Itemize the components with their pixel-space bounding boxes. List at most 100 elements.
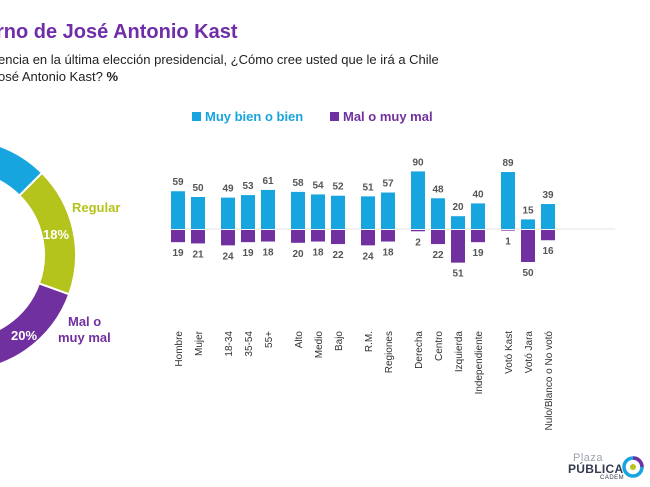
category-label-11: Centro [434, 331, 445, 361]
data-label-negative-15: 50 [522, 268, 534, 279]
data-label-positive-14: 89 [502, 158, 514, 169]
legend-label-1: Mal o muy mal [343, 109, 433, 124]
bar-positive-5 [291, 191, 305, 229]
data-label-positive-10: 90 [412, 157, 424, 168]
logo-publica-text: PÚBLICA [568, 462, 624, 476]
bar-positive-6 [311, 194, 325, 229]
chart-subtitle: encia en la última elección presidencial… [0, 51, 518, 85]
category-label-7: Bajo [334, 331, 345, 351]
subtitle-unit: % [106, 69, 118, 84]
category-label-15: Votó Jara [524, 331, 535, 374]
bar-negative-8 [361, 230, 375, 246]
category-label-16: Nulo/Blanco o No votó [544, 331, 555, 431]
donut-value-mal: 20% [11, 328, 37, 343]
bar-positive-7 [331, 195, 345, 229]
donut-label-regular: Regular [72, 200, 120, 215]
data-label-positive-7: 52 [332, 182, 344, 193]
category-label-9: Regiones [384, 331, 395, 373]
data-label-negative-13: 19 [472, 248, 484, 259]
bar-positive-12 [451, 216, 465, 229]
data-label-positive-16: 39 [542, 190, 554, 201]
data-label-positive-13: 40 [472, 189, 484, 200]
donut-label-mal-line2: muy mal [58, 330, 111, 345]
data-label-positive-15: 15 [522, 205, 534, 216]
legend-swatch-0 [192, 112, 201, 121]
category-label-2: 18-34 [224, 331, 235, 357]
bar-negative-1 [191, 230, 205, 244]
data-label-positive-12: 20 [452, 202, 464, 213]
category-label-3: 35-54 [244, 331, 255, 357]
data-label-positive-5: 58 [292, 178, 304, 189]
category-label-10: Derecha [414, 331, 425, 369]
data-label-negative-8: 24 [362, 251, 374, 262]
bar-negative-14 [501, 230, 515, 231]
bar-positive-4 [261, 189, 275, 229]
category-label-6: Medio [314, 331, 325, 359]
data-label-positive-4: 61 [262, 176, 274, 187]
logo-swirl-icon [622, 456, 644, 478]
data-label-negative-7: 22 [332, 250, 344, 261]
data-label-negative-12: 51 [452, 269, 464, 280]
bar-negative-5 [291, 230, 305, 243]
data-label-negative-6: 18 [312, 248, 324, 259]
category-label-12: Izquierda [454, 331, 465, 373]
bar-negative-15 [521, 230, 535, 262]
data-label-negative-14: 1 [505, 237, 511, 248]
bar-negative-4 [261, 230, 275, 242]
category-label-14: Votó Kast [504, 331, 515, 374]
category-label-1: Mujer [194, 330, 205, 356]
data-label-negative-1: 21 [192, 249, 204, 260]
data-label-positive-11: 48 [432, 184, 444, 195]
legend-swatch-1 [330, 112, 339, 121]
bar-positive-9 [381, 192, 395, 229]
data-label-positive-9: 57 [382, 179, 394, 190]
bar-negative-13 [471, 230, 485, 243]
data-label-negative-2: 24 [222, 251, 234, 262]
donut-value-regular: 18% [43, 227, 69, 242]
category-label-4: 55+ [264, 331, 275, 348]
bar-negative-16 [541, 230, 555, 241]
data-label-positive-1: 50 [192, 183, 204, 194]
bar-positive-14 [501, 172, 515, 229]
bar-positive-0 [171, 191, 185, 229]
data-label-positive-3: 53 [242, 181, 254, 192]
bar-positive-2 [221, 197, 235, 229]
bar-positive-8 [361, 196, 375, 229]
data-label-negative-5: 20 [292, 249, 304, 260]
chart-title: rno de José Antonio Kast [0, 21, 238, 43]
category-label-5: Alto [294, 331, 305, 349]
subtitle-line-2: osé Antonio Kast? % [0, 68, 518, 85]
data-label-positive-6: 54 [312, 180, 324, 191]
data-label-negative-16: 16 [542, 246, 554, 257]
data-label-negative-3: 19 [242, 248, 254, 259]
bar-negative-7 [331, 230, 345, 245]
logo-cadem-text: CADEM [600, 475, 625, 481]
bar-negative-11 [431, 230, 445, 245]
subtitle-line-1: encia en la última elección presidencial… [0, 52, 439, 67]
bar-negative-0 [171, 230, 185, 243]
data-label-negative-11: 22 [432, 250, 444, 261]
category-label-8: R.M. [364, 331, 375, 352]
donut-label-mal-line1: Mal o [68, 314, 101, 329]
category-label-0: Hombre [174, 331, 185, 367]
bar-positive-15 [521, 219, 535, 229]
bar-negative-3 [241, 230, 255, 243]
bar-positive-1 [191, 197, 205, 229]
data-label-positive-2: 49 [222, 184, 234, 195]
data-label-positive-8: 51 [362, 182, 374, 193]
data-label-negative-10: 2 [415, 237, 421, 248]
data-label-negative-0: 19 [172, 248, 184, 259]
data-label-positive-0: 59 [172, 177, 184, 188]
logo-plaza-text: Plaza [573, 452, 604, 464]
bar-negative-10 [411, 230, 425, 232]
donut-slice-mal [0, 282, 71, 365]
data-label-negative-9: 18 [382, 248, 394, 259]
bar-negative-6 [311, 230, 325, 242]
data-label-negative-4: 18 [262, 248, 274, 259]
legend-label-0: Muy bien o bien [205, 109, 303, 124]
bar-negative-9 [381, 230, 395, 242]
bar-positive-16 [541, 204, 555, 229]
bar-negative-2 [221, 230, 235, 246]
